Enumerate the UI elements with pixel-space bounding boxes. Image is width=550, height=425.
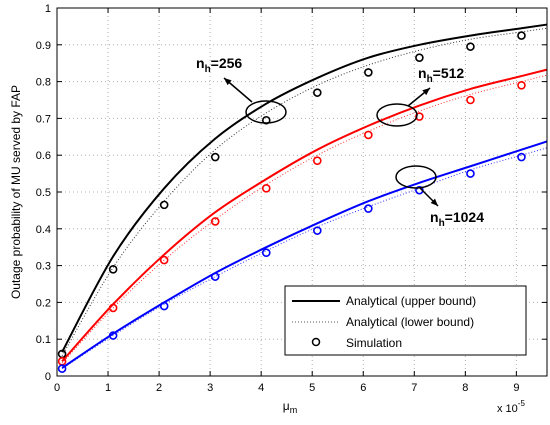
annotation-1024-main: n bbox=[430, 209, 439, 225]
legend: Analytical (upper bound) Analytical (low… bbox=[284, 285, 527, 356]
sim-point-0-3 bbox=[210, 152, 220, 162]
y-tick-label-0.5: 0.5 bbox=[36, 187, 51, 199]
sim-point-1-7 bbox=[415, 112, 424, 121]
y-tick-label-0.6: 0.6 bbox=[36, 150, 51, 162]
legend-label-lower: Analytical (lower bound) bbox=[346, 315, 474, 329]
axis-ticks: 0 1 2 3 4 5 6 7 8 9 0 0.1 0.2 0.3 0.4 0.5 0.6 0.7 0.8 0.9 1 bbox=[36, 3, 547, 394]
sim-point-1-9 bbox=[517, 80, 526, 90]
sim-point-0-9 bbox=[517, 31, 526, 40]
x-tick-label-3: 3 bbox=[207, 382, 213, 394]
annotation-256-sub: h bbox=[205, 64, 211, 75]
sim-point-0-7 bbox=[415, 53, 424, 62]
sim-point-1-1 bbox=[108, 303, 118, 313]
x-tick-label-9: 9 bbox=[513, 382, 519, 394]
sim-point-2-6 bbox=[364, 204, 373, 213]
y-tick-label-0.4: 0.4 bbox=[36, 224, 51, 236]
x-axis-label-sub: m bbox=[290, 405, 298, 415]
y-tick-label-0: 0 bbox=[45, 371, 51, 383]
annotation-shapes bbox=[223, 77, 439, 207]
sim-point-2-5 bbox=[313, 226, 322, 235]
x-tick-label-0: 0 bbox=[54, 382, 60, 394]
y-tick-label-0.2: 0.2 bbox=[36, 297, 51, 309]
sim-point-2-4 bbox=[261, 248, 271, 258]
curve-lower-1 bbox=[61, 74, 548, 364]
annotation-ellipse-0 bbox=[245, 100, 287, 124]
x-tick-label-1: 1 bbox=[105, 382, 111, 394]
sim-point-1-8 bbox=[466, 95, 475, 105]
curve-upper-2 bbox=[61, 140, 548, 369]
x-axis-label: μm bbox=[283, 399, 297, 415]
x-tick-label-6: 6 bbox=[360, 382, 366, 394]
annotation-1024-value: =1024 bbox=[445, 209, 485, 225]
annotation-512: nh=512 bbox=[418, 65, 464, 85]
y-tick-label-0.3: 0.3 bbox=[36, 261, 51, 273]
x-tick-label-5: 5 bbox=[309, 382, 315, 394]
sim-point-0-8 bbox=[466, 42, 475, 51]
annotation-256-value: =256 bbox=[211, 55, 243, 71]
x-axis-multiplier-exp: -5 bbox=[518, 399, 526, 408]
sim-point-1-4 bbox=[261, 184, 271, 193]
x-tick-label-8: 8 bbox=[462, 382, 468, 394]
legend-box bbox=[284, 285, 527, 356]
sim-point-0-2 bbox=[159, 200, 169, 210]
x-tick-label-7: 7 bbox=[411, 382, 417, 394]
y-axis-label: Outage probability of MU served by FAP bbox=[9, 85, 23, 299]
x-axis-multiplier-base: x 10 bbox=[497, 403, 518, 415]
annotation-256-main: n bbox=[196, 55, 205, 71]
x-tick-label-4: 4 bbox=[258, 382, 264, 394]
annotation-arrowhead-0 bbox=[224, 78, 232, 86]
y-tick-label-1: 1 bbox=[45, 3, 51, 15]
annotation-arrowhead-1 bbox=[422, 88, 430, 96]
sim-point-0-6 bbox=[364, 68, 373, 77]
legend-label-simulation: Simulation bbox=[346, 336, 402, 350]
annotation-512-value: =512 bbox=[433, 65, 465, 81]
sim-point-2-0 bbox=[57, 364, 67, 373]
y-tick-label-0.8: 0.8 bbox=[36, 77, 51, 89]
simulation-markers bbox=[57, 31, 526, 373]
sim-point-0-5 bbox=[313, 88, 322, 97]
sim-point-1-5 bbox=[313, 156, 322, 166]
sim-point-2-9 bbox=[517, 152, 526, 162]
y-tick-label-0.1: 0.1 bbox=[36, 334, 51, 346]
x-tick-label-2: 2 bbox=[156, 382, 162, 394]
sim-point-2-1 bbox=[108, 331, 118, 340]
curves bbox=[61, 23, 548, 370]
sim-point-1-2 bbox=[159, 255, 169, 265]
annotation-1024: nh=1024 bbox=[430, 209, 484, 229]
annotation-512-sub: h bbox=[427, 74, 433, 85]
sim-point-2-2 bbox=[159, 301, 169, 311]
legend-marker-simulation bbox=[311, 337, 321, 347]
x-axis-label-main: μ bbox=[283, 399, 290, 413]
annotation-256: nh=256 bbox=[196, 55, 242, 75]
annotation-arrowhead-2 bbox=[430, 198, 438, 206]
curve-upper-0 bbox=[61, 23, 548, 353]
sim-point-2-8 bbox=[466, 169, 475, 178]
legend-label-upper: Analytical (upper bound) bbox=[346, 294, 476, 308]
sim-point-2-3 bbox=[210, 272, 220, 281]
sim-point-1-6 bbox=[364, 130, 373, 140]
annotation-512-main: n bbox=[418, 65, 427, 81]
y-tick-label-0.9: 0.9 bbox=[36, 40, 51, 52]
annotation-1024-sub: h bbox=[439, 218, 445, 229]
sim-point-1-3 bbox=[210, 217, 220, 226]
y-tick-label-0.7: 0.7 bbox=[36, 113, 51, 125]
sim-point-0-1 bbox=[108, 264, 118, 274]
curve-upper-1 bbox=[61, 68, 548, 362]
x-axis-multiplier: x 10-5 bbox=[497, 399, 525, 415]
annotation-ellipse-2 bbox=[395, 165, 437, 189]
annotation-ellipse-1 bbox=[376, 103, 418, 127]
